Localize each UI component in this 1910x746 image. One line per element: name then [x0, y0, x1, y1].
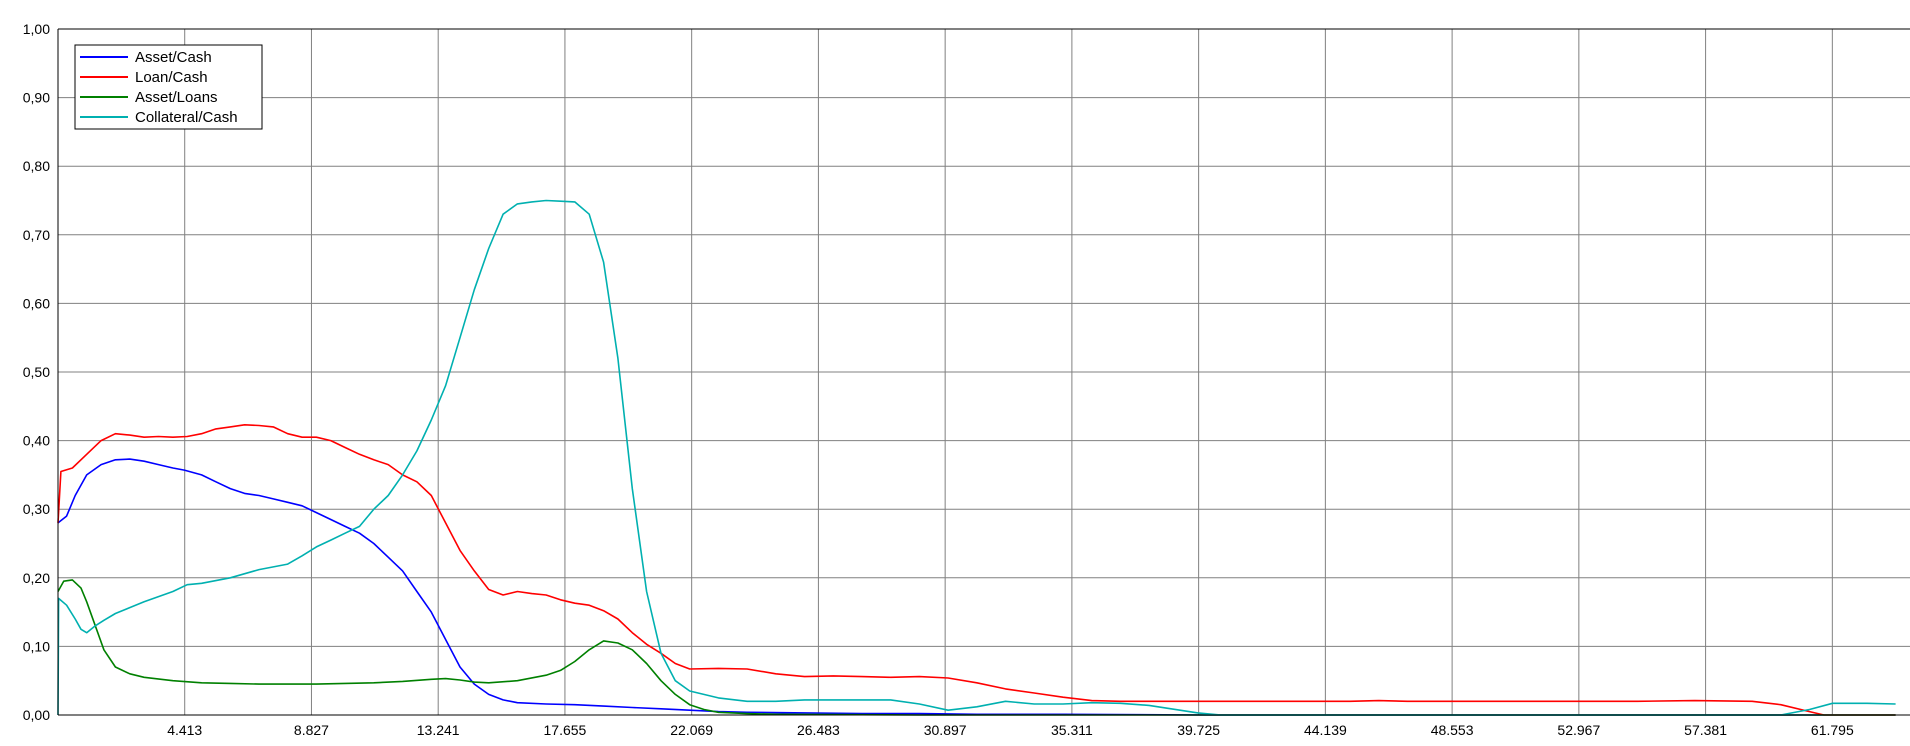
legend: Asset/Cash Loan/Cash Asset/Loans Collateral… [74, 44, 263, 130]
series-line-asset-cash [57, 458, 1896, 716]
legend-label: Asset/Cash [135, 49, 212, 66]
y-tick-label: 0,00 [23, 707, 50, 723]
y-tick-label: 0,20 [23, 570, 50, 586]
x-tick-label: 44.139 [1304, 722, 1347, 738]
y-tick-label: 0,70 [23, 227, 50, 243]
legend-box [74, 44, 263, 130]
series-layer [57, 199, 1896, 716]
x-tick-label: 52.967 [1557, 722, 1600, 738]
series-line-collateral-cash [57, 199, 1896, 716]
y-tick-label: 0,80 [23, 158, 50, 174]
x-tick-label: 17.655 [544, 722, 587, 738]
x-tick-label: 13.241 [417, 722, 460, 738]
legend-label: Asset/Loans [135, 89, 218, 106]
x-tick-label: 35.311 [1051, 722, 1093, 738]
y-tick-label: 1,00 [23, 21, 50, 37]
x-tick-label: 22.069 [670, 722, 713, 738]
y-tick-label: 0,30 [23, 501, 50, 517]
y-tick-label: 0,60 [23, 295, 50, 311]
x-tick-label: 57.381 [1684, 722, 1727, 738]
y-tick-label: 0,10 [23, 638, 50, 654]
x-tick-label: 4.413 [167, 722, 202, 738]
x-tick-label: 61.795 [1811, 722, 1854, 738]
y-tick-label: 0,90 [23, 90, 50, 106]
legend-label: Loan/Cash [135, 69, 208, 86]
y-tick-label: 0,40 [23, 433, 50, 449]
y-tick-labels: 0,00 0,10 0,20 0,30 0,40 0,50 0,60 0,70 0,80 0,90… [23, 21, 50, 723]
x-tick-label: 26.483 [797, 722, 840, 738]
legend-label: Collateral/Cash [135, 109, 238, 126]
x-tick-label: 8.827 [294, 722, 329, 738]
y-tick-label: 0,50 [23, 364, 50, 380]
x-tick-label: 39.725 [1177, 722, 1220, 738]
x-tick-label: 48.553 [1431, 722, 1474, 738]
x-tick-label: 30.897 [924, 722, 967, 738]
x-tick-labels: 4.413 8.827 13.241 17.655 22.069 26.483 30.897… [167, 722, 1854, 738]
series-line-asset-loans [57, 579, 1896, 716]
series-line-loan-cash [57, 424, 1896, 716]
